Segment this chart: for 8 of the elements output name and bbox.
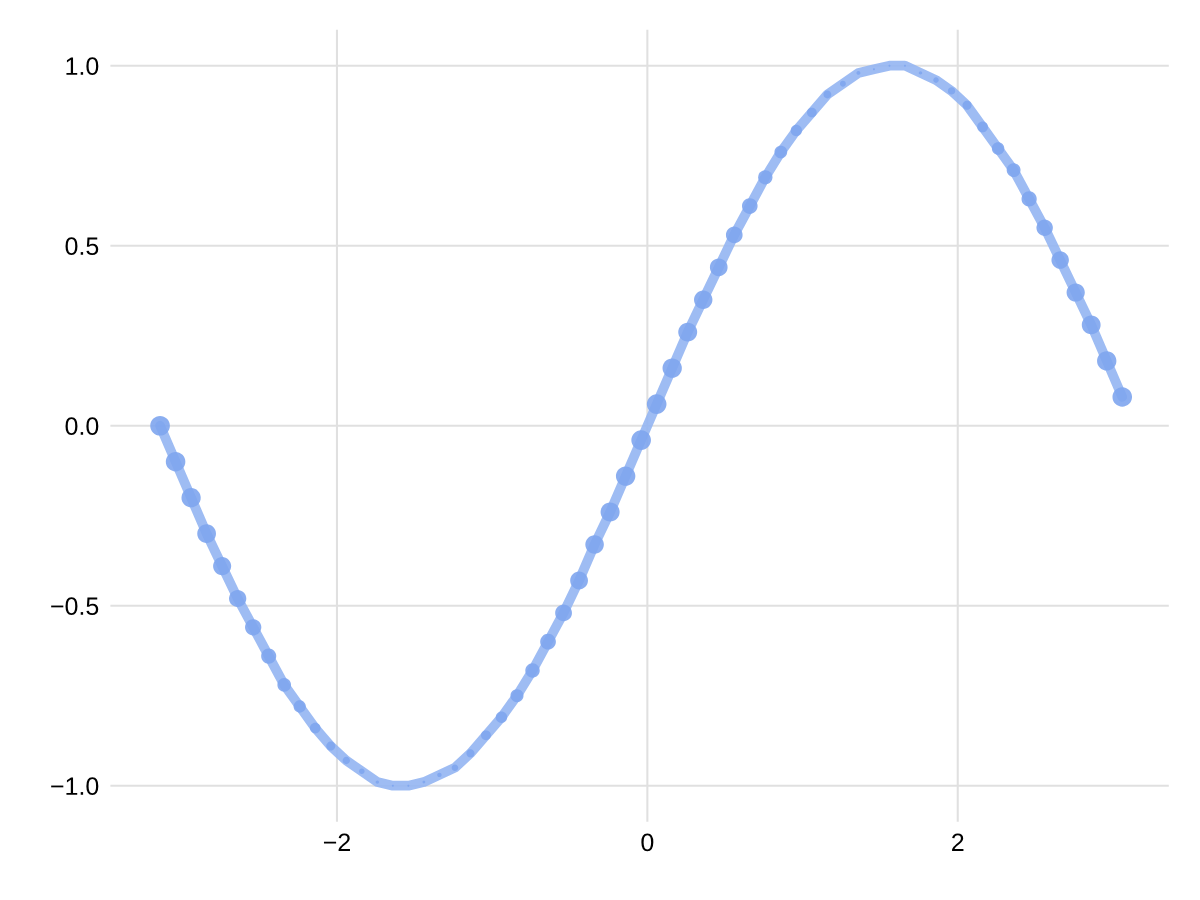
y-tick-label: 1.0	[66, 57, 99, 75]
y-tick-label: 0.5	[65, 237, 99, 255]
y-tick-label: −1.0	[51, 777, 99, 795]
x-tick-label: 0	[641, 833, 654, 852]
y-tick-label: −0.5	[51, 597, 99, 615]
y-tick-label: 0.0	[65, 417, 99, 435]
x-tick-label: 2	[952, 833, 964, 851]
x-tick-label: −2	[323, 833, 350, 851]
